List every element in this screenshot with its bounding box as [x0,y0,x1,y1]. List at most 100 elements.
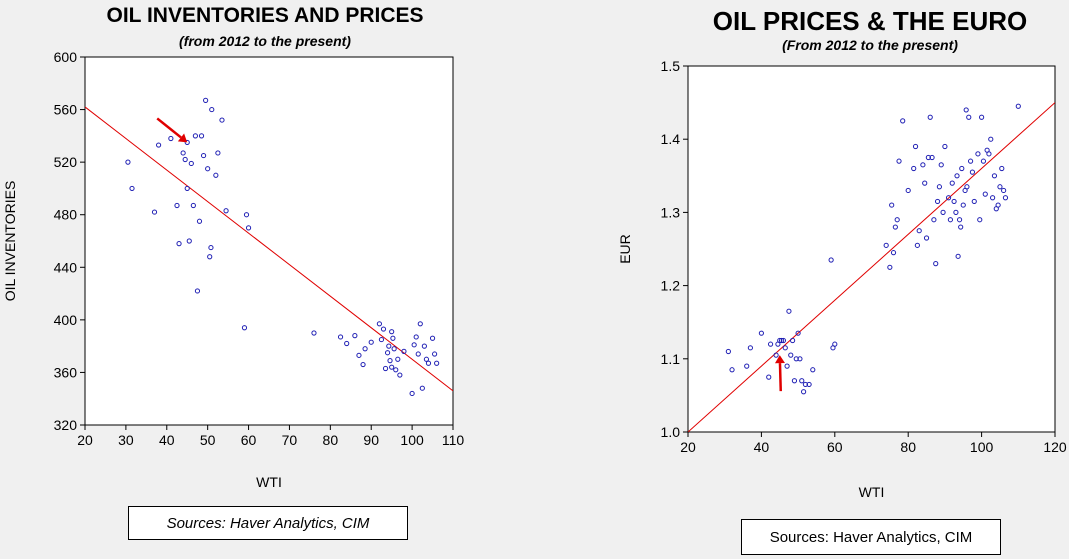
chart1-data-point [382,365,389,372]
chart2-data-point [980,158,987,164]
chart2-data-point [990,195,996,201]
chart2-data-point [925,154,931,161]
chart2-data-point [979,114,985,120]
chart2-data-point [758,330,765,336]
chart2-y-tick-label: 1.3 [661,204,681,220]
chart2-data-point [991,173,998,179]
chart2-data-point [988,136,994,142]
chart1-y-tick-label: 440 [54,259,78,275]
chart1-data-point [425,360,432,366]
chart2-data-point [995,202,1001,208]
chart2-x-tick-label: 20 [680,439,696,455]
chart1-data-point [409,390,415,397]
chart1-data-point [190,202,196,209]
chart2-data-point [963,107,969,113]
chart2-data-point [951,198,957,205]
chart1-data-point [356,352,362,358]
chart2-source-label: Sources: Haver Analytics, CIM [769,528,973,546]
chart2-data-point [958,224,964,230]
chart1-data-point [200,152,207,159]
chart1-data-point [188,160,194,167]
chart2-data-point [828,257,834,263]
chart1-data-point [415,351,421,357]
chart2-data-point [966,114,972,120]
chart1-arrow-shaft [156,117,182,139]
chart2-data-point [986,151,992,157]
chart2-y-axis-label: EUR [617,234,633,264]
chart1-plot-area [84,56,454,426]
chart2-y-tick-label: 1.2 [661,278,681,294]
chart2-data-point [905,187,911,194]
chart2-data-point [967,158,974,164]
chart1-trendline [85,106,453,392]
chart1-source-label: Sources: Haver Analytics, CIM [166,514,370,532]
chart1-data-point [421,343,427,349]
chart2-data-point [766,374,772,380]
chart2-data-point [782,345,788,351]
chart1-x-tick-label: 110 [442,432,465,448]
chart1-data-point [184,185,190,192]
chart1-x-axis-label: WTI [256,474,282,490]
chart2-data-point [964,184,970,190]
chart2-x-tick-label: 60 [827,439,843,455]
chart1-data-point [192,133,198,139]
chart1-data-point [168,135,174,142]
chart2-data-point [887,264,893,270]
chart2-data-point [795,330,801,336]
chart2-data-point [949,180,955,186]
chart2-data-point [912,143,919,150]
chart1-data-point [419,385,425,391]
chart2-data-point [786,308,792,314]
chart1-data-point [380,326,387,332]
chart2-data-point [896,158,902,164]
chart1-x-tick-label: 50 [200,432,216,448]
chart2-data-point [894,217,900,223]
chart1-data-point [125,159,131,165]
chart2-data-point [900,118,906,124]
chart2-data-point [777,337,783,344]
chart2-data-point [940,209,946,215]
chart1-x-tick-label: 90 [363,432,379,448]
chart2-data-point [955,253,961,259]
chart2-arrow-head [774,355,785,364]
chart1-data-point [209,106,215,113]
chart1-x-tick-label: 100 [400,432,424,448]
chart1-x-tick-label: 70 [282,432,298,448]
chart2-data-point [892,224,898,230]
chart2-y-tick-label: 1.0 [661,424,681,440]
chart1-data-point [423,356,430,362]
chart1-x-tick-label: 80 [323,432,339,448]
chart2-data-point [997,184,1003,190]
chart1-data-point [432,351,438,357]
chart1-data-point [207,254,213,260]
chart2-y-tick-label: 1.4 [661,131,681,147]
chart1-y-tick-label: 400 [54,312,78,328]
chart1-data-point [434,360,440,366]
chart1-x-tick-label: 30 [118,432,134,448]
chart2-data-point [890,250,897,256]
chart1-data-point [219,117,225,123]
chart2-x-axis-label: WTI [859,484,885,500]
chart2-data-point [934,198,941,205]
chart1-data-point [378,336,385,343]
chart2-data-point [956,217,963,223]
chart2-data-point [799,378,805,384]
chart2-data-point [789,337,796,344]
chart2-data-point [911,165,917,172]
chart1-data-point [391,346,397,352]
chart2-data-point [927,114,933,120]
chart2-data-point [971,198,977,205]
chart1-data-point [411,342,417,348]
chart1-data-point [389,329,395,335]
chart1-data-point [184,139,190,146]
chart1-data-point [180,150,186,156]
chart1-data-point [243,212,250,218]
chart1-data-point [393,367,399,373]
chart1-y-tick-label: 480 [54,207,78,223]
chart1-data-point [413,334,419,340]
chart1-y-tick-label: 520 [54,154,78,170]
chart2-data-point [889,202,895,208]
chart2-data-point [959,165,965,172]
chart1-data-point [215,150,221,156]
